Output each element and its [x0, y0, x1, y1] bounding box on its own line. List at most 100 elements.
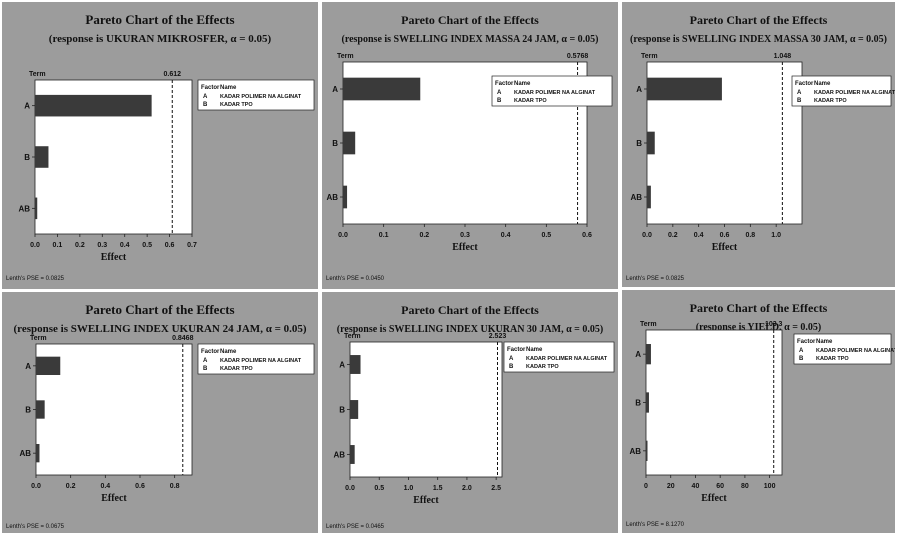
- footnote: Lenth's PSE = 0.0825: [6, 276, 65, 282]
- pareto-chart-ukuran-mikrosfer: Pareto Chart of the Effects (response is …: [2, 2, 318, 289]
- chart-svg: Pareto Chart of the Effects (response is …: [626, 13, 895, 282]
- x-tick-label: 0.0: [345, 485, 355, 492]
- bar-a: [647, 77, 722, 101]
- legend-box: [197, 343, 315, 375]
- chart-title: Pareto Chart of the Effects: [401, 303, 539, 317]
- x-tick-label: 0.3: [97, 242, 107, 249]
- x-tick-label: 80: [741, 483, 749, 490]
- plot-area: [35, 343, 193, 476]
- x-tick-label: 0.4: [501, 232, 511, 239]
- pareto-chart-swelling-ukuran-30: Pareto Chart of the Effects (response is …: [322, 292, 618, 533]
- y-tick-label: AB: [19, 449, 31, 458]
- x-tick-label: 0.2: [419, 232, 429, 239]
- bar-a: [343, 77, 421, 101]
- x-tick-label: 0.6: [582, 232, 592, 239]
- bar-ab: [350, 445, 355, 464]
- chart-svg: Pareto Chart of the Effects (response is …: [626, 301, 895, 528]
- x-tick-label: 0.5: [142, 242, 152, 249]
- x-tick-label: 0.2: [668, 232, 678, 239]
- legend-name: KADAR POLIMER NA ALGINAT: [514, 90, 596, 96]
- legend-header-name: Name: [220, 349, 237, 355]
- reference-label: 1.048: [774, 53, 792, 60]
- legend-name: KADAR POLIMER NA ALGINAT: [220, 358, 302, 364]
- legend-factor: A: [203, 94, 208, 100]
- x-axis-title: Effect: [452, 242, 478, 253]
- bar-b: [350, 400, 359, 419]
- x-tick-label: 0.7: [187, 242, 197, 249]
- x-tick-label: 60: [716, 483, 724, 490]
- legend-header-factor: Factor: [797, 339, 816, 345]
- y-axis-title: Term: [641, 53, 658, 60]
- x-axis-title: Effect: [413, 495, 439, 506]
- legend-box: [491, 75, 613, 107]
- x-tick-label: 0.0: [338, 232, 348, 239]
- legend-factor: B: [799, 356, 804, 362]
- bar-a: [36, 356, 61, 376]
- reference-label: 0.8468: [172, 335, 194, 342]
- x-tick-label: 1.0: [771, 232, 781, 239]
- x-tick-label: 0.8: [170, 483, 180, 490]
- y-axis-title: Term: [640, 321, 657, 328]
- legend-box: [197, 79, 315, 111]
- y-tick-label: B: [25, 406, 31, 415]
- footnote: Lenth's PSE = 0.0675: [6, 524, 65, 530]
- legend-header-factor: Factor: [495, 81, 514, 87]
- legend-header-name: Name: [526, 347, 543, 353]
- x-axis-title: Effect: [101, 493, 127, 504]
- legend-name: KADAR TPO: [814, 98, 847, 104]
- legend-name: KADAR POLIMER NA ALGINAT: [220, 94, 302, 100]
- bar-ab: [646, 440, 648, 461]
- y-axis-title: Term: [344, 333, 361, 340]
- legend-header-name: Name: [220, 85, 237, 91]
- x-axis-title: Effect: [101, 252, 127, 263]
- legend-factor: A: [497, 90, 502, 96]
- legend-header-factor: Factor: [507, 347, 526, 353]
- x-tick-label: 0.6: [720, 232, 730, 239]
- chart-subtitle: (response is SWELLING INDEX MASSA 24 JAM…: [342, 34, 599, 45]
- x-tick-label: 0.3: [460, 232, 470, 239]
- chart-subtitle: (response is SWELLING INDEX UKURAN 24 JA…: [13, 323, 306, 335]
- plot-area: [645, 329, 783, 476]
- legend-name: KADAR TPO: [514, 98, 547, 104]
- x-tick-label: 20: [667, 483, 675, 490]
- reference-label: 0.5768: [567, 53, 589, 60]
- x-tick-label: 2.0: [462, 485, 472, 492]
- legend-box: [791, 75, 892, 107]
- footnote: Lenth's PSE = 8.1270: [626, 522, 685, 528]
- chart-title: Pareto Chart of the Effects: [401, 13, 539, 27]
- y-axis-title: Term: [30, 335, 47, 342]
- y-tick-label: B: [339, 406, 345, 415]
- chart-subtitle: (response is SWELLING INDEX MASSA 30 JAM…: [630, 34, 887, 45]
- legend-header-name: Name: [816, 339, 833, 345]
- legend-factor: B: [203, 366, 208, 372]
- x-tick-label: 2.5: [491, 485, 501, 492]
- chart-title: Pareto Chart of the Effects: [85, 302, 234, 317]
- x-tick-label: 40: [692, 483, 700, 490]
- legend-header-name: Name: [814, 81, 831, 87]
- x-axis-title: Effect: [712, 242, 738, 253]
- x-tick-label: 100: [764, 483, 776, 490]
- bar-ab: [647, 185, 651, 209]
- legend-name: KADAR POLIMER NA ALGINAT: [816, 348, 895, 354]
- legend-factor: A: [797, 90, 802, 96]
- x-axis-title: Effect: [701, 493, 727, 504]
- legend-name: KADAR TPO: [220, 366, 253, 372]
- x-tick-label: 0.5: [541, 232, 551, 239]
- chart-title: Pareto Chart of the Effects: [690, 13, 828, 27]
- bar-a: [646, 344, 651, 365]
- legend-name: KADAR POLIMER NA ALGINAT: [814, 90, 895, 96]
- legend-name: KADAR POLIMER NA ALGINAT: [526, 356, 608, 362]
- y-tick-label: AB: [18, 204, 30, 213]
- footnote: Lenth's PSE = 0.0450: [326, 276, 385, 282]
- y-tick-label: B: [635, 399, 641, 408]
- legend-header-name: Name: [514, 81, 531, 87]
- legend-factor: A: [509, 356, 514, 362]
- legend-name: KADAR TPO: [220, 102, 253, 108]
- chart-svg: Pareto Chart of the Effects (response is …: [326, 303, 615, 530]
- bar-a: [35, 94, 152, 117]
- legend-name: KADAR TPO: [816, 356, 849, 362]
- legend-header-factor: Factor: [201, 349, 220, 355]
- bar-b: [36, 400, 45, 419]
- bar-ab: [36, 443, 40, 463]
- legend-factor: B: [203, 102, 208, 108]
